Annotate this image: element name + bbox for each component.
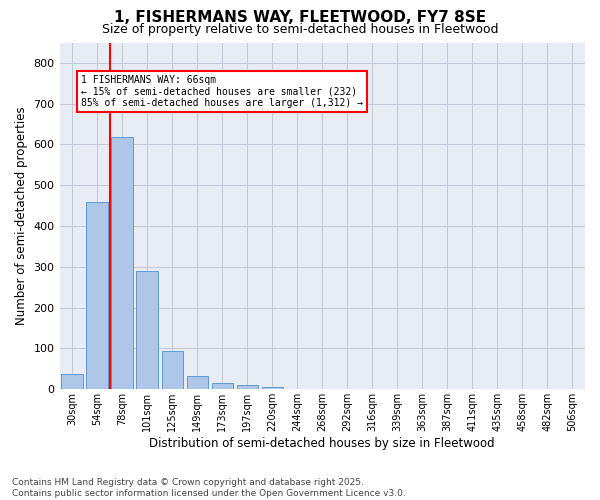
Text: 1, FISHERMANS WAY, FLEETWOOD, FY7 8SE: 1, FISHERMANS WAY, FLEETWOOD, FY7 8SE xyxy=(114,10,486,25)
Bar xyxy=(187,376,208,390)
X-axis label: Distribution of semi-detached houses by size in Fleetwood: Distribution of semi-detached houses by … xyxy=(149,437,495,450)
Bar xyxy=(61,374,83,390)
Bar xyxy=(262,388,283,390)
Text: 1 FISHERMANS WAY: 66sqm
← 15% of semi-detached houses are smaller (232)
85% of s: 1 FISHERMANS WAY: 66sqm ← 15% of semi-de… xyxy=(81,75,363,108)
Bar xyxy=(236,385,258,390)
Bar xyxy=(212,383,233,390)
Bar xyxy=(136,271,158,390)
Bar xyxy=(161,350,183,390)
Bar xyxy=(86,202,108,390)
Text: Contains HM Land Registry data © Crown copyright and database right 2025.
Contai: Contains HM Land Registry data © Crown c… xyxy=(12,478,406,498)
Text: Size of property relative to semi-detached houses in Fleetwood: Size of property relative to semi-detach… xyxy=(102,22,498,36)
Bar xyxy=(112,137,133,390)
Y-axis label: Number of semi-detached properties: Number of semi-detached properties xyxy=(15,106,28,325)
